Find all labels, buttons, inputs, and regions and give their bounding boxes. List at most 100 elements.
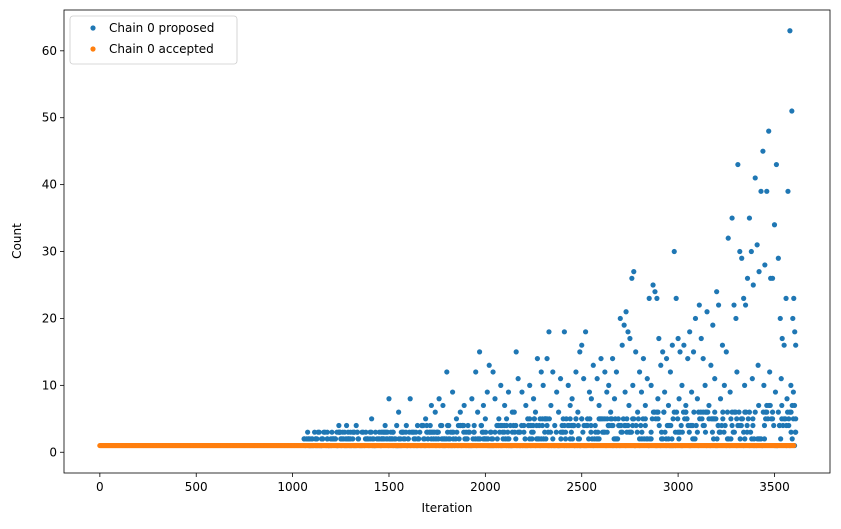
proposed-point (473, 369, 479, 375)
proposed-point (677, 349, 683, 355)
proposed-point (521, 429, 527, 435)
proposed-point (529, 429, 535, 435)
proposed-point (588, 422, 594, 429)
proposed-point (712, 409, 718, 415)
proposed-point (737, 248, 743, 255)
proposed-point (699, 416, 705, 422)
proposed-point (742, 302, 749, 308)
proposed-point (581, 376, 587, 382)
proposed-point (793, 342, 799, 348)
proposed-point (590, 362, 596, 368)
proposed-point (777, 315, 783, 322)
legend-label-accepted: Chain 0 accepted (109, 42, 214, 56)
proposed-point (764, 409, 770, 415)
proposed-point (544, 355, 550, 362)
proposed-point (421, 436, 427, 442)
proposed-point (686, 429, 692, 435)
proposed-point (571, 422, 577, 429)
proposed-point (559, 429, 566, 435)
proposed-point (579, 416, 585, 422)
x-tick-label: 2500 (566, 480, 597, 494)
proposed-point (626, 402, 632, 409)
x-tick-label: 2000 (470, 480, 501, 494)
proposed-point (628, 429, 635, 435)
proposed-point (496, 416, 502, 422)
proposed-point (576, 436, 583, 442)
proposed-point (627, 335, 633, 342)
proposed-point (567, 416, 573, 422)
proposed-point (611, 396, 618, 402)
proposed-point (351, 429, 357, 435)
plot-background (64, 10, 830, 473)
proposed-point (791, 402, 798, 409)
proposed-point (444, 369, 450, 375)
proposed-point (762, 262, 768, 268)
proposed-point (772, 389, 779, 395)
proposed-point (575, 409, 581, 415)
proposed-point (336, 422, 342, 429)
proposed-point (642, 416, 648, 422)
proposed-point (654, 295, 660, 301)
proposed-point (779, 335, 785, 342)
proposed-point (521, 422, 527, 429)
proposed-point (784, 396, 790, 402)
x-tick-label: 3000 (663, 480, 694, 494)
proposed-point (623, 309, 629, 315)
proposed-point (673, 295, 679, 301)
proposed-point (767, 402, 773, 409)
proposed-point (440, 402, 446, 409)
proposed-point (663, 355, 670, 362)
proposed-point (619, 429, 625, 435)
proposed-point (507, 422, 514, 429)
plot-frame (63, 9, 831, 474)
proposed-point (621, 322, 627, 328)
proposed-point (547, 429, 554, 435)
proposed-point (723, 349, 729, 355)
proposed-point (525, 416, 531, 422)
proposed-point (475, 409, 481, 415)
proposed-point (705, 409, 711, 415)
proposed-point (531, 416, 537, 422)
proposed-point (790, 315, 796, 322)
x-tick-label: 1000 (277, 480, 308, 494)
proposed-point (313, 436, 319, 442)
proposed-point (635, 409, 641, 415)
proposed-point (689, 389, 695, 395)
x-tick-label: 3500 (759, 480, 790, 494)
proposed-point (419, 422, 425, 429)
proposed-point (786, 422, 792, 429)
proposed-point (729, 422, 735, 429)
proposed-point (617, 315, 623, 322)
accepted-point (791, 442, 797, 449)
proposed-point (505, 429, 511, 435)
proposed-point (575, 422, 581, 429)
proposed-point (702, 429, 709, 435)
proposed-point (561, 329, 567, 335)
proposed-points (301, 28, 799, 449)
proposed-point (480, 402, 487, 409)
proposed-point (529, 436, 535, 442)
proposed-point (414, 422, 421, 429)
proposed-point (687, 329, 693, 335)
proposed-point (554, 389, 560, 395)
proposed-point (594, 376, 600, 382)
proposed-point (494, 436, 500, 442)
proposed-point (324, 429, 330, 435)
proposed-point (642, 422, 648, 429)
proposed-point (506, 436, 512, 442)
proposed-point (714, 436, 720, 442)
proposed-point (492, 396, 498, 402)
proposed-point (338, 436, 344, 442)
proposed-point (546, 416, 552, 422)
proposed-point (633, 349, 639, 355)
proposed-point (334, 429, 340, 435)
proposed-point (719, 342, 726, 348)
proposed-point (517, 429, 523, 435)
proposed-point (324, 436, 330, 442)
proposed-point (638, 389, 645, 395)
proposed-point (442, 436, 448, 442)
proposed-point (683, 409, 689, 415)
proposed-point (742, 382, 748, 388)
proposed-point (370, 436, 377, 442)
proposed-point (630, 382, 636, 388)
